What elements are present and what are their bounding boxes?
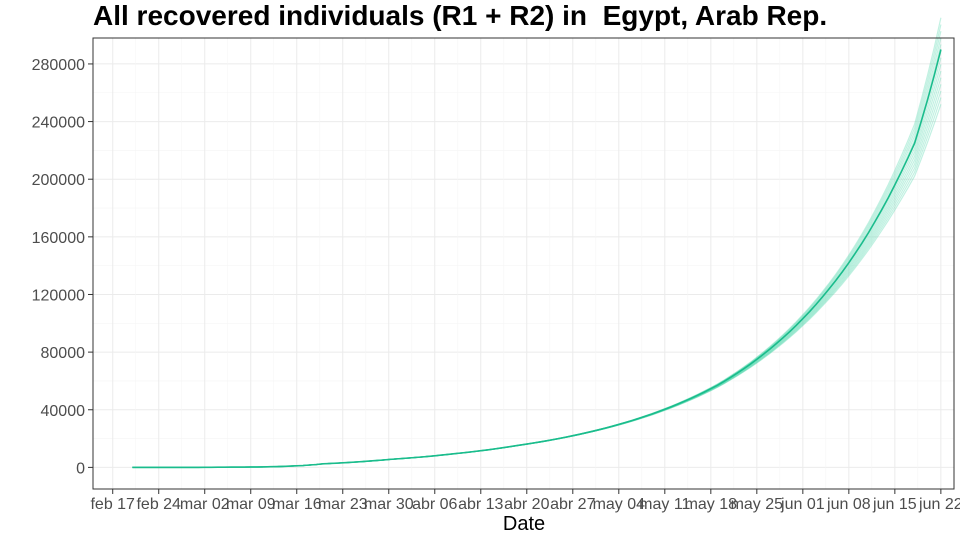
x-tick-label: jun 01 — [780, 496, 825, 513]
y-tick-label: 200000 — [32, 172, 85, 189]
y-tick-label: 0 — [76, 460, 85, 477]
plot-background — [93, 38, 954, 489]
x-axis-title: Date — [503, 513, 545, 535]
y-tick-label: 160000 — [32, 230, 85, 247]
x-tick-label: may 18 — [685, 496, 738, 513]
y-axis: 0 40000 80000 120000 160000 200000 240000 28000… — [32, 57, 93, 477]
series-line — [132, 49, 942, 469]
x-tick-label: mar 30 — [364, 496, 414, 513]
x-tick-label: abr 27 — [550, 496, 595, 513]
x-tick-label: feb 24 — [136, 496, 181, 513]
x-tick-label: may 11 — [639, 496, 690, 513]
x-tick-label: abr 06 — [412, 496, 457, 513]
x-tick-label: jun 22 — [918, 496, 960, 513]
x-tick-label: abr 20 — [504, 496, 549, 513]
x-tick-label: feb 17 — [90, 496, 135, 513]
y-tick-label: 40000 — [41, 403, 86, 420]
y-tick-label: 240000 — [32, 115, 85, 132]
x-tick-label: jun 08 — [826, 496, 871, 513]
x-tick-label: mar 09 — [226, 496, 276, 513]
y-tick-label: 80000 — [41, 345, 86, 362]
y-tick-label: 120000 — [32, 287, 85, 304]
main-series — [132, 49, 942, 469]
x-tick-label: jun 15 — [872, 496, 917, 513]
y-tick-label: 280000 — [32, 57, 85, 74]
plot-border — [92, 37, 955, 490]
x-tick-label: mar 02 — [180, 496, 230, 513]
x-tick-label: may 25 — [731, 496, 784, 513]
x-tick-label: abr 13 — [458, 496, 503, 513]
chart-title: All recovered individuals (R1 + R2) in E… — [93, 0, 828, 31]
x-tick-label: may 04 — [593, 496, 646, 513]
x-tick-label: mar 23 — [318, 496, 368, 513]
x-tick-label: mar 16 — [272, 496, 322, 513]
